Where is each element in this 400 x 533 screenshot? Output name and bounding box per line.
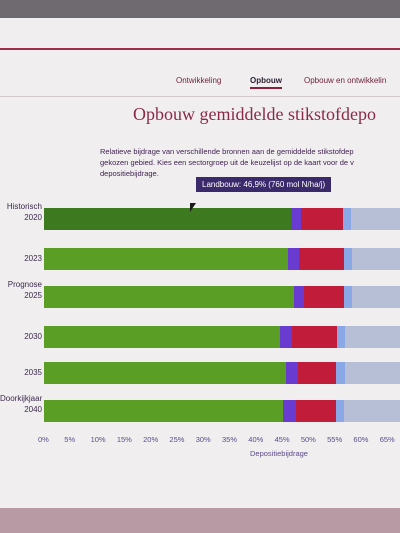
bar-segment[interactable] bbox=[44, 400, 284, 422]
category-label: 2020 bbox=[24, 213, 42, 222]
x-tick-label: 20% bbox=[143, 435, 159, 444]
bar-segment[interactable] bbox=[343, 400, 400, 422]
bar-segment[interactable] bbox=[44, 326, 280, 348]
bar-segment[interactable] bbox=[344, 248, 353, 270]
x-tick-label: 30% bbox=[195, 435, 211, 444]
bar-segment[interactable] bbox=[279, 326, 293, 348]
bar-segment[interactable] bbox=[344, 326, 400, 348]
stacked-bar[interactable] bbox=[44, 286, 400, 308]
x-tick-label: 60% bbox=[353, 435, 369, 444]
x-tick-label: 35% bbox=[222, 435, 238, 444]
bar-segment[interactable] bbox=[44, 208, 291, 230]
desk-surface bbox=[0, 508, 400, 533]
bar-segment[interactable] bbox=[44, 248, 289, 270]
x-tick-label: 40% bbox=[248, 435, 264, 444]
bar-segment[interactable] bbox=[44, 286, 294, 308]
x-tick-label: 15% bbox=[116, 435, 132, 444]
bar-segment[interactable] bbox=[285, 362, 298, 384]
x-tick-label: 45% bbox=[274, 435, 290, 444]
bar-segment[interactable] bbox=[297, 362, 337, 384]
tab-opbouw-en-ontwikkeling[interactable]: Opbouw en ontwikkelin bbox=[304, 76, 387, 85]
page-title: Opbouw gemiddelde stikstofdepo bbox=[133, 104, 376, 124]
bar-segment[interactable] bbox=[283, 400, 297, 422]
description-line: Relatieve bijdrage van verschillende bro… bbox=[100, 147, 354, 156]
chart-description: Relatieve bijdrage van verschillende bro… bbox=[100, 146, 400, 179]
category-label: 2035 bbox=[24, 368, 42, 377]
bar-segment[interactable] bbox=[352, 286, 400, 308]
bar-segment[interactable] bbox=[343, 286, 353, 308]
tab-bar: Ontwikkeling Opbouw Opbouw en ontwikkeli… bbox=[0, 62, 400, 90]
description-line: depositiebijdrage. bbox=[100, 169, 159, 178]
bar-segment[interactable] bbox=[304, 286, 344, 308]
x-tick-label: 55% bbox=[327, 435, 343, 444]
header-accent-line bbox=[0, 48, 400, 50]
x-tick-label: 10% bbox=[90, 435, 106, 444]
stacked-bar[interactable] bbox=[44, 326, 400, 348]
bar-segment[interactable] bbox=[343, 208, 351, 230]
x-tick-label: 25% bbox=[169, 435, 185, 444]
bar-segment[interactable] bbox=[292, 326, 337, 348]
bar-segment[interactable] bbox=[293, 286, 305, 308]
browser-viewport: Ontwikkeling Opbouw Opbouw en ontwikkeli… bbox=[0, 18, 400, 508]
bar-segment[interactable] bbox=[336, 362, 345, 384]
stacked-bar-chart: Historisch 2020 2023 Prognose 2025 2030 2035 Do… bbox=[0, 198, 400, 488]
tab-ontwikkeling[interactable]: Ontwikkeling bbox=[176, 76, 222, 85]
bar-segment[interactable] bbox=[298, 248, 345, 270]
monitor-bezel-top bbox=[0, 0, 400, 18]
x-tick-label: 50% bbox=[300, 435, 316, 444]
category-label: 2023 bbox=[24, 254, 42, 263]
x-tick-label: 0% bbox=[38, 435, 49, 444]
bar-segment[interactable] bbox=[352, 248, 400, 270]
bar-segment[interactable] bbox=[335, 400, 344, 422]
bar-segment[interactable] bbox=[288, 248, 299, 270]
stacked-bar[interactable] bbox=[44, 362, 400, 384]
category-label: 2025 bbox=[24, 291, 42, 300]
tab-opbouw[interactable]: Opbouw bbox=[250, 76, 282, 89]
category-group-label: Historisch bbox=[6, 202, 42, 211]
bar-segment[interactable] bbox=[351, 208, 400, 230]
category-label: 2030 bbox=[24, 332, 42, 341]
category-label: 2040 bbox=[24, 405, 42, 414]
bar-segment[interactable] bbox=[301, 208, 344, 230]
x-tick-label: 5% bbox=[64, 435, 76, 444]
category-group-label: Doorkijkjaar bbox=[0, 394, 43, 403]
bar-segment[interactable] bbox=[296, 400, 336, 422]
category-group-label: Prognose bbox=[7, 280, 42, 289]
mouse-pointer-icon bbox=[190, 203, 196, 212]
bar-segment[interactable] bbox=[344, 362, 400, 384]
description-line: gekozen gebied. Kies een sectorgroep uit… bbox=[100, 158, 354, 167]
chart-tooltip: Landbouw: 46,9% (760 mol N/ha/j) bbox=[196, 177, 332, 192]
stacked-bar[interactable] bbox=[44, 400, 400, 422]
x-tick-label: 65% bbox=[379, 435, 395, 444]
bar-segment[interactable] bbox=[336, 326, 345, 348]
tab-divider bbox=[0, 96, 400, 97]
bar-segment[interactable] bbox=[44, 362, 286, 384]
x-axis-label: Depositiebijdrage bbox=[250, 449, 308, 458]
stacked-bar[interactable] bbox=[44, 248, 400, 270]
bar-segment[interactable] bbox=[290, 208, 302, 230]
stacked-bar[interactable] bbox=[44, 208, 400, 230]
